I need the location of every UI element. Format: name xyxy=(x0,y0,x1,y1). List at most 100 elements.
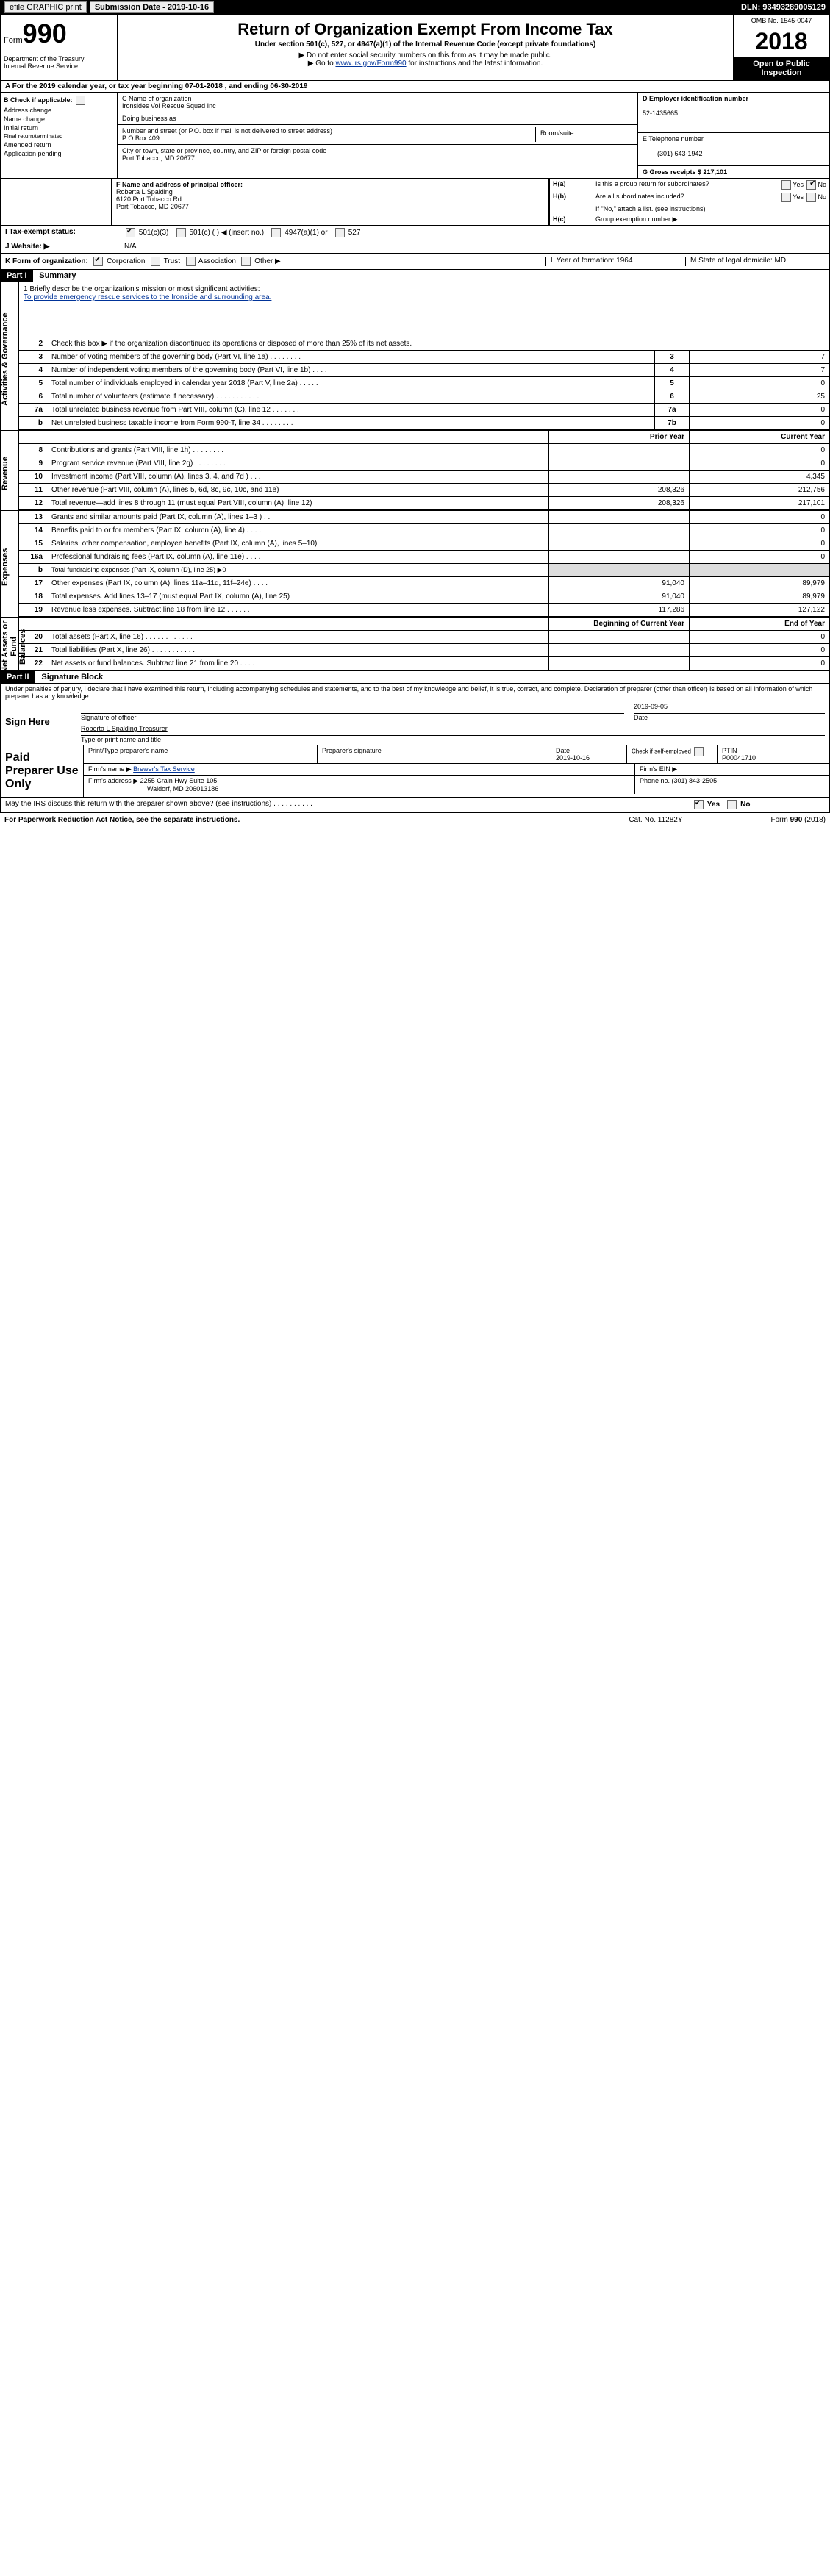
end-year-header: End of Year xyxy=(690,618,830,631)
submission-date: Submission Date - 2019-10-16 xyxy=(90,1,214,13)
room-suite: Room/suite xyxy=(535,127,633,142)
checkbox-icon xyxy=(271,228,281,237)
mission-text: To provide emergency rescue services to … xyxy=(24,293,825,301)
part1-title: Summary xyxy=(35,270,80,282)
form-number: 990 xyxy=(23,18,67,49)
form-subtitle: Under section 501(c), 527, or 4947(a)(1)… xyxy=(121,40,730,49)
org-name: Ironsides Vol Rescue Squad Inc xyxy=(122,102,633,110)
efile-badge: efile GRAPHIC print xyxy=(4,1,87,13)
b-label: B Check if applicable: xyxy=(4,96,114,105)
state-domicile: M State of legal domicile: MD xyxy=(685,257,825,266)
checkbox-icon xyxy=(781,193,791,202)
website-row: J Website: ▶ N/A xyxy=(1,240,829,254)
checkbox-checked-icon xyxy=(806,180,816,190)
expenses-section: Expenses 13Grants and similar amounts pa… xyxy=(1,511,829,618)
chk-amended: Amended return xyxy=(4,141,114,149)
checkbox-icon xyxy=(176,228,186,237)
addr-cell: Number and street (or P.O. box if mail i… xyxy=(118,125,637,145)
tax-status-row: I Tax-exempt status: 501(c)(3) 501(c) ( … xyxy=(1,226,829,240)
year-formation: L Year of formation: 1964 xyxy=(545,257,685,266)
hb-text: Are all subordinates included? xyxy=(593,191,743,204)
website-value: N/A xyxy=(120,240,829,253)
hb-label: H(b) xyxy=(550,191,593,204)
ein-cell: D Employer identification number 52-1435… xyxy=(638,93,829,133)
checkbox-checked-icon xyxy=(126,228,135,237)
hc-label: H(c) xyxy=(550,214,593,225)
officer-addr2: Port Tobacco, MD 20677 xyxy=(116,203,189,210)
net-assets-section: Net Assets or Fund Balances Beginning of… xyxy=(1,618,829,671)
chk-final: Final return/terminated xyxy=(4,133,114,140)
footer: For Paperwork Reduction Act Notice, see … xyxy=(0,813,830,827)
side-governance: Activities & Governance xyxy=(1,282,10,436)
checkbox-checked-icon xyxy=(694,800,704,809)
line2: Check this box ▶ if the organization dis… xyxy=(49,337,829,351)
dba-cell: Doing business as xyxy=(118,112,637,125)
checkbox-icon xyxy=(694,747,704,756)
checkbox-icon xyxy=(806,193,816,202)
side-net: Net Assets or Fund Balances xyxy=(1,618,27,676)
phone-cell: E Telephone number (301) 643-1942 xyxy=(638,133,829,166)
firm-phone: Phone no. (301) 843-2505 xyxy=(635,776,829,794)
hb-yn: Yes No xyxy=(743,191,829,204)
ptin-value: P00041710 xyxy=(722,754,825,762)
sign-here-section: Sign Here Signature of officer 2019-09-0… xyxy=(1,701,829,745)
irs-link[interactable]: www.irs.gov/Form990 xyxy=(335,60,406,68)
top-header: efile GRAPHIC print Submission Date - 20… xyxy=(0,0,830,15)
gross-receipts: G Gross receipts $ 217,101 xyxy=(638,166,829,178)
org-name-cell: C Name of organization Ironsides Vol Res… xyxy=(118,93,637,112)
form-title: Return of Organization Exempt From Incom… xyxy=(121,20,730,39)
form-label: Form xyxy=(4,36,23,45)
city-cell: City or town, state or province, country… xyxy=(118,145,637,164)
chk-initial: Initial return xyxy=(4,124,114,132)
checkbox-checked-icon xyxy=(93,257,103,266)
paid-label: Paid Preparer Use Only xyxy=(1,745,84,797)
open-public-badge: Open to Public Inspection xyxy=(734,57,829,80)
self-employed-check: Check if self-employed xyxy=(627,745,718,763)
org-city: Port Tobacco, MD 20677 xyxy=(122,154,633,162)
side-revenue: Revenue xyxy=(1,431,10,516)
current-year-header: Current Year xyxy=(690,431,830,444)
k-row: K Form of organization: Corporation Trus… xyxy=(1,254,829,270)
revenue-section: Revenue Prior YearCurrent Year 8Contribu… xyxy=(1,431,829,511)
checkbox-icon xyxy=(781,180,791,190)
row-a-tax-year: A For the 2019 calendar year, or tax yea… xyxy=(1,81,829,93)
perjury-text: Under penalties of perjury, I declare th… xyxy=(1,684,829,701)
chk-addr-change: Address change xyxy=(4,107,114,114)
firm-addr1: 2255 Crain Hwy Suite 105 xyxy=(140,777,218,784)
dept-irs: Internal Revenue Service xyxy=(4,62,114,70)
tax-year: 2018 xyxy=(734,26,829,57)
block-b-container: B Check if applicable: Address change Na… xyxy=(1,93,829,179)
dln: DLN: 93493289005129 xyxy=(741,3,826,12)
form-note2: ▶ Go to www.irs.gov/Form990 for instruct… xyxy=(121,60,730,68)
checkbox-icon xyxy=(241,257,251,266)
org-address: P O Box 409 xyxy=(122,135,535,142)
ein-value: 52-1435665 xyxy=(643,110,678,117)
sign-date: 2019-09-05 xyxy=(634,703,825,713)
hb-note: If "No," attach a list. (see instruction… xyxy=(593,204,829,214)
signer-name: Roberta L Spalding Treasurer xyxy=(81,725,825,735)
checkbox-icon xyxy=(76,96,85,105)
beg-year-header: Beginning of Current Year xyxy=(549,618,690,631)
form-note1: ▶ Do not enter social security numbers o… xyxy=(121,51,730,60)
ha-label: H(a) xyxy=(550,179,593,191)
cat-no: Cat. No. 11282Y xyxy=(629,816,682,824)
chk-pending: Application pending xyxy=(4,150,114,157)
part2-title: Signature Block xyxy=(37,671,107,683)
phone-value: (301) 643-1942 xyxy=(643,150,703,157)
ha-text: Is this a group return for subordinates? xyxy=(593,179,743,191)
governance-section: Activities & Governance 1 Briefly descri… xyxy=(1,282,829,431)
form-header: Form990 Department of the Treasury Inter… xyxy=(1,15,829,81)
prior-year-header: Prior Year xyxy=(549,431,690,444)
officer-addr1: 6120 Port Tobacco Rd xyxy=(116,196,182,203)
firm-ein: Firm's EIN ▶ xyxy=(635,764,829,775)
part1-header: Part I xyxy=(1,270,33,282)
mission-label: 1 Briefly describe the organization's mi… xyxy=(24,285,825,293)
dept-treasury: Department of the Treasury xyxy=(4,55,114,62)
side-expenses: Expenses xyxy=(1,511,10,623)
prep-date: 2019-10-16 xyxy=(556,754,622,762)
firm-name[interactable]: Brewer's Tax Service xyxy=(133,765,195,773)
paid-preparer-section: Paid Preparer Use Only Print/Type prepar… xyxy=(1,745,829,798)
discuss-row: May the IRS discuss this return with the… xyxy=(1,798,829,812)
checkbox-icon xyxy=(186,257,196,266)
ha-yn: Yes No xyxy=(743,179,829,191)
